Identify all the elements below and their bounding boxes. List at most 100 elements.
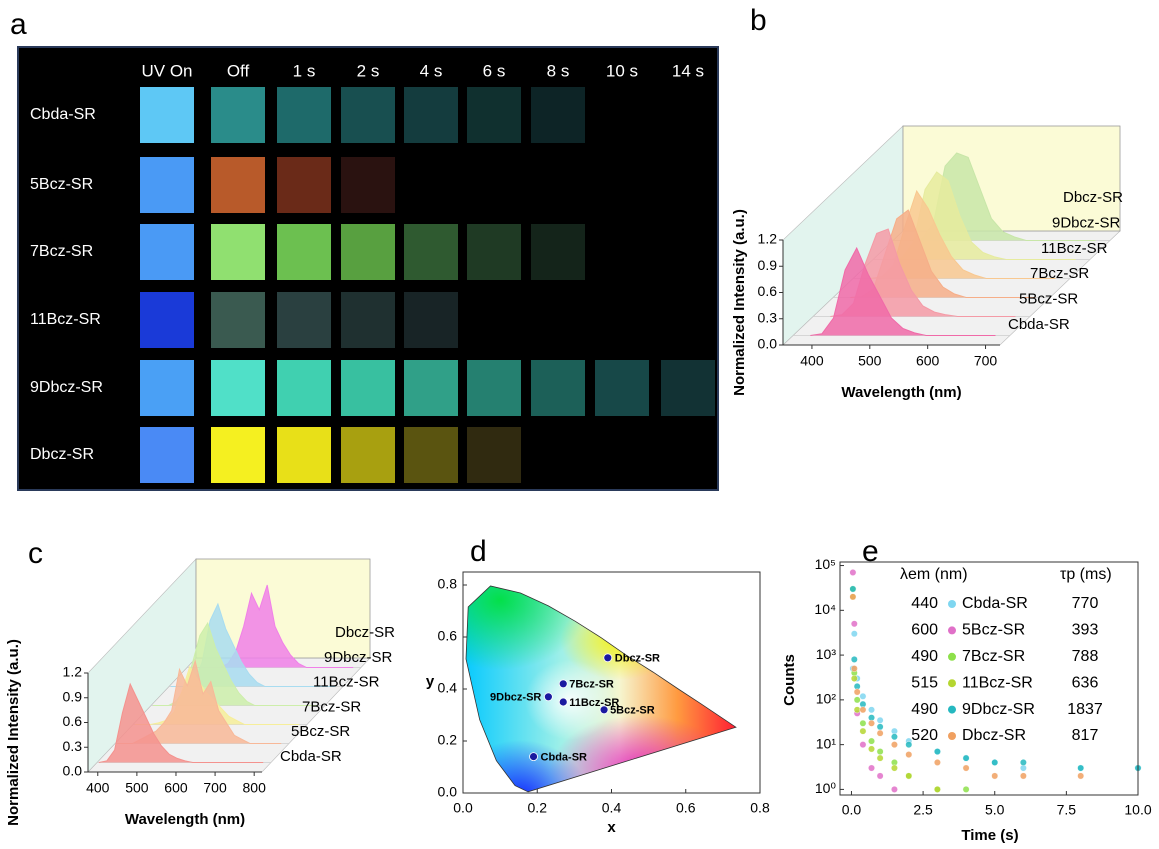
decay-point (850, 620, 858, 628)
y-tick-label: 0.6 (63, 713, 83, 729)
y-tick-label: 0.0 (63, 763, 83, 779)
x-tick-label: 0.0 (453, 800, 473, 816)
y-tick-label: 10⁵ (815, 556, 836, 572)
row-label: Cbda-SR (30, 106, 96, 123)
decay-point (1019, 759, 1027, 766)
x-tick-label: 0.4 (602, 800, 622, 816)
y-tick-label: 0.9 (758, 257, 778, 273)
y-tick-label: 0.6 (438, 628, 458, 644)
legend-label: 5Bcz-SR (962, 622, 1025, 639)
column-header: 2 s (357, 61, 380, 80)
emission-wavelength: 490 (911, 648, 938, 665)
column-header: 10 s (606, 61, 638, 80)
legend-label: 11Bcz-SR (962, 674, 1033, 691)
cie-point (599, 705, 609, 715)
point-label: Cbda-SR (541, 752, 588, 764)
series-label: 7Bcz-SR (302, 698, 361, 715)
emission-wavelength: 520 (911, 727, 938, 744)
decay-point (853, 706, 861, 714)
x-axis-title: Time (s) (961, 827, 1018, 844)
legend-marker (948, 732, 956, 740)
sample-photo (467, 427, 521, 483)
decay-point (1077, 772, 1085, 780)
decay-point (868, 737, 875, 745)
decay-point (849, 585, 857, 593)
x-tick-label: 0.8 (750, 800, 770, 816)
y-tick-label: 0.3 (63, 738, 83, 754)
x-tick-label: 0.6 (676, 800, 696, 816)
y-tick-label: 1.2 (63, 664, 83, 680)
cie-point (543, 692, 553, 702)
y-tick-label: 0.2 (438, 732, 458, 748)
sample-photo (211, 87, 265, 143)
row-label: 11Bcz-SR (30, 311, 101, 328)
point-label: 7Bcz-SR (569, 679, 614, 691)
emission-wavelength: 490 (911, 701, 938, 718)
sample-photo (140, 427, 194, 483)
x-tick-label: 2.5 (913, 802, 933, 818)
sample-photo (277, 292, 331, 348)
decay-point (891, 786, 898, 793)
decay-point (876, 748, 884, 755)
decay-point (850, 665, 858, 672)
y-tick-label: 10⁰ (815, 780, 837, 796)
sample-photo (277, 157, 331, 213)
decay-point (868, 706, 875, 714)
row-label: 5Bcz-SR (30, 176, 93, 193)
x-tick-label: 800 (243, 780, 267, 796)
decay-point (868, 745, 875, 753)
x-tick-label: 10.0 (1124, 802, 1151, 818)
y-tick-label: 10³ (816, 646, 837, 662)
sample-photo (404, 427, 458, 483)
decay-point (962, 764, 970, 772)
sample-photo (467, 224, 521, 280)
cie-point (558, 697, 568, 707)
y-tick-label: 10⁴ (814, 601, 836, 617)
lifetime: 817 (1072, 727, 1099, 744)
sample-photo (341, 427, 395, 483)
series-label: Cbda-SR (280, 748, 342, 765)
legend-label: Dbcz-SR (962, 727, 1026, 744)
point-label: Dbcz-SR (615, 653, 660, 665)
y-axis-title: y (426, 673, 435, 690)
y-tick-label: 0.3 (758, 309, 778, 325)
y-axis-title: Normalized Intensity (a.u.) (5, 639, 22, 826)
decay-point (991, 772, 999, 780)
row-label: Dbcz-SR (30, 446, 94, 463)
decay-point (850, 656, 858, 663)
emission-wavelength: 600 (911, 622, 938, 639)
y-axis-title: Normalized Intensity (a.u.) (731, 209, 748, 396)
y-tick-label: 0.0 (758, 336, 778, 352)
decay-point (905, 772, 913, 780)
sample-photo (341, 224, 395, 280)
x-tick-label: 700 (203, 780, 227, 796)
table-header: λem (nm) (900, 566, 968, 583)
cie-point (558, 679, 568, 689)
sample-photo (404, 224, 458, 280)
decay-point (962, 754, 970, 762)
sample-photo (211, 427, 265, 483)
sample-photo (404, 292, 458, 348)
legend-label: 9Dbcz-SR (962, 701, 1035, 718)
row-label: 9Dbcz-SR (30, 379, 103, 396)
sample-photo (140, 157, 194, 213)
sample-photo (661, 360, 715, 416)
sample-photo (531, 87, 585, 143)
column-header: 4 s (420, 61, 443, 80)
x-tick-label: 600 (164, 780, 188, 796)
legend-marker (948, 679, 956, 688)
series-label: Cbda-SR (1008, 316, 1070, 333)
plot-frame (839, 561, 1139, 796)
decay-point (859, 719, 867, 727)
decay-point (876, 772, 884, 780)
lifetime: 636 (1072, 674, 1099, 691)
point-label: 5Bcz-SR (610, 705, 655, 717)
legend-marker (948, 652, 956, 661)
x-axis-title: x (607, 819, 616, 836)
legend-label: Cbda-SR (962, 595, 1028, 612)
decay-point (849, 593, 857, 601)
decay-point (1077, 764, 1085, 772)
x-tick-label: 400 (86, 780, 110, 796)
sample-photo (341, 360, 395, 416)
